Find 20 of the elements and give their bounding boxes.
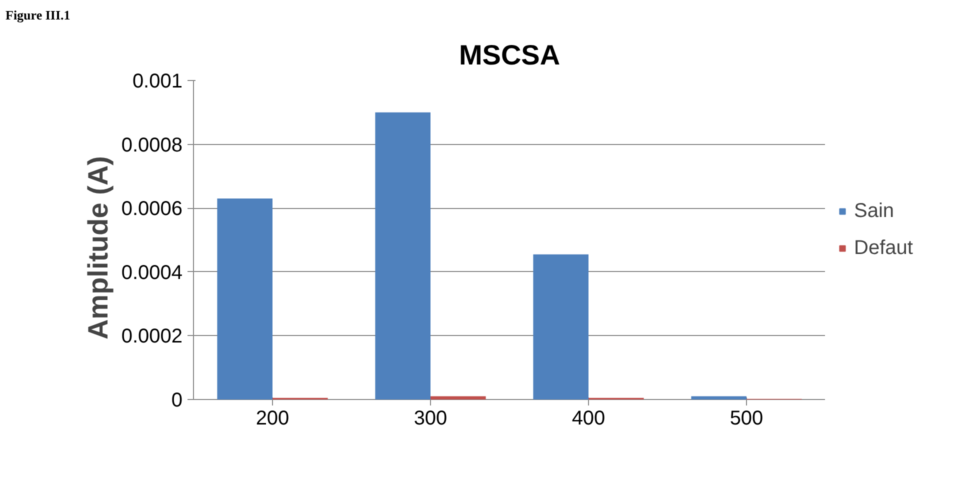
bar [533, 254, 588, 400]
y-tick-label: 0.0006 [121, 198, 182, 220]
chart-title: MSCSA [458, 40, 560, 70]
y-tick-label: 0.001 [132, 70, 183, 92]
y-tick-label: 0.0002 [121, 326, 182, 348]
bar [375, 112, 430, 400]
y-tick-label: 0.0004 [121, 262, 182, 284]
legend-label: Sain [854, 200, 894, 222]
legend-label: Defaut [854, 236, 913, 260]
x-tick-label: 400 [572, 408, 606, 430]
bar [691, 396, 746, 400]
x-tick-label: 200 [256, 408, 290, 430]
y-axis-title: Amplitude (A) [82, 156, 114, 340]
bar [217, 198, 272, 400]
bar [430, 396, 486, 400]
x-tick-label: 500 [730, 408, 764, 430]
x-tick-label: 300 [414, 408, 448, 430]
text: Figure III.1 [6, 8, 70, 22]
y-tick-label: 0 [171, 390, 182, 412]
y-tick-label: 0.0008 [121, 134, 182, 156]
